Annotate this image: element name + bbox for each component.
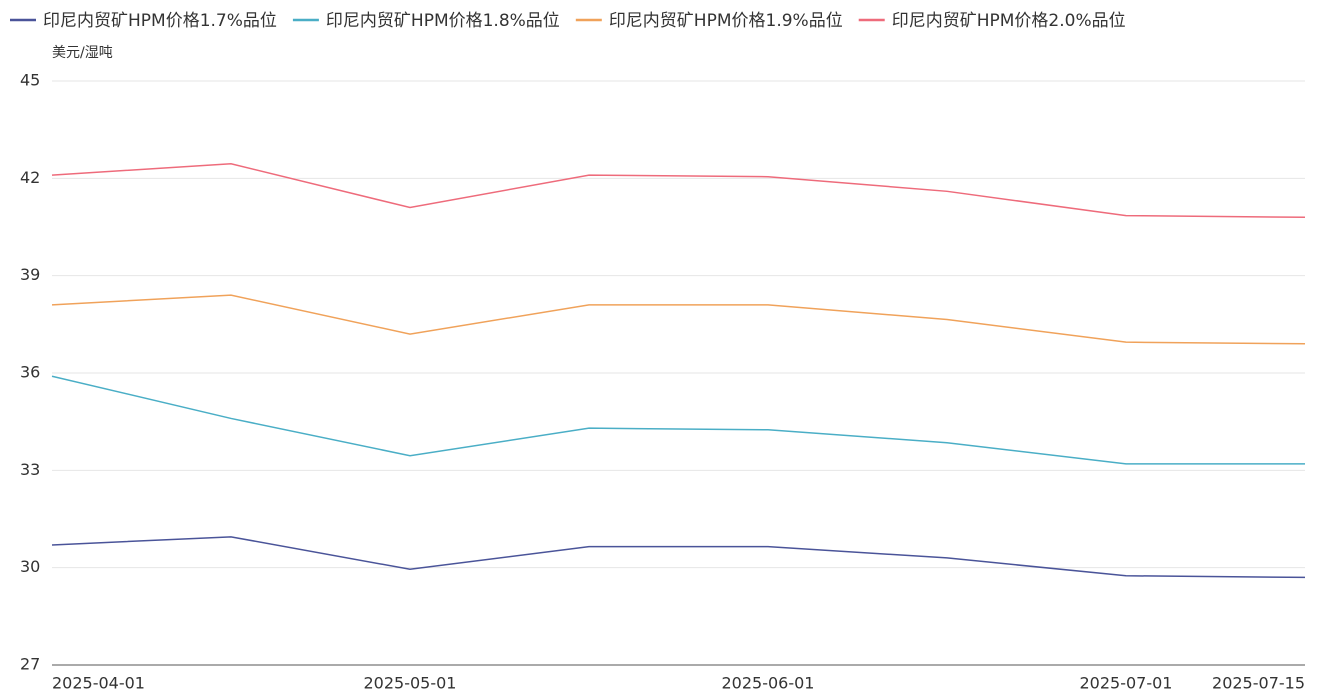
y-axis-unit: 美元/湿吨 bbox=[52, 45, 113, 61]
legend-label: 印尼内贸矿HPM价格1.8%品位 bbox=[326, 11, 560, 31]
x-tick-label: 2025-06-01 bbox=[722, 674, 815, 693]
y-tick-label: 30 bbox=[20, 557, 40, 576]
x-tick-label: 2025-04-01 bbox=[52, 674, 145, 693]
series-line bbox=[51, 375, 1305, 465]
x-tick-label: 2025-05-01 bbox=[364, 674, 457, 693]
y-tick-label: 45 bbox=[20, 71, 40, 90]
x-tick-label: 2025-07-15 bbox=[1212, 674, 1305, 693]
x-tick-label: 2025-07-01 bbox=[1080, 674, 1173, 693]
y-tick-label: 27 bbox=[20, 655, 40, 674]
legend-label: 印尼内贸矿HPM价格1.7%品位 bbox=[43, 11, 277, 31]
y-tick-label: 39 bbox=[20, 265, 40, 284]
y-tick-label: 36 bbox=[20, 363, 40, 382]
y-tick-label: 42 bbox=[20, 168, 40, 187]
series-line bbox=[51, 294, 1306, 345]
series-line bbox=[51, 162, 1306, 219]
series-line bbox=[51, 536, 1306, 579]
legend-label: 印尼内贸矿HPM价格1.9%品位 bbox=[609, 11, 843, 31]
y-tick-label: 33 bbox=[20, 460, 40, 479]
legend-label: 印尼内贸矿HPM价格2.0%品位 bbox=[892, 11, 1126, 31]
